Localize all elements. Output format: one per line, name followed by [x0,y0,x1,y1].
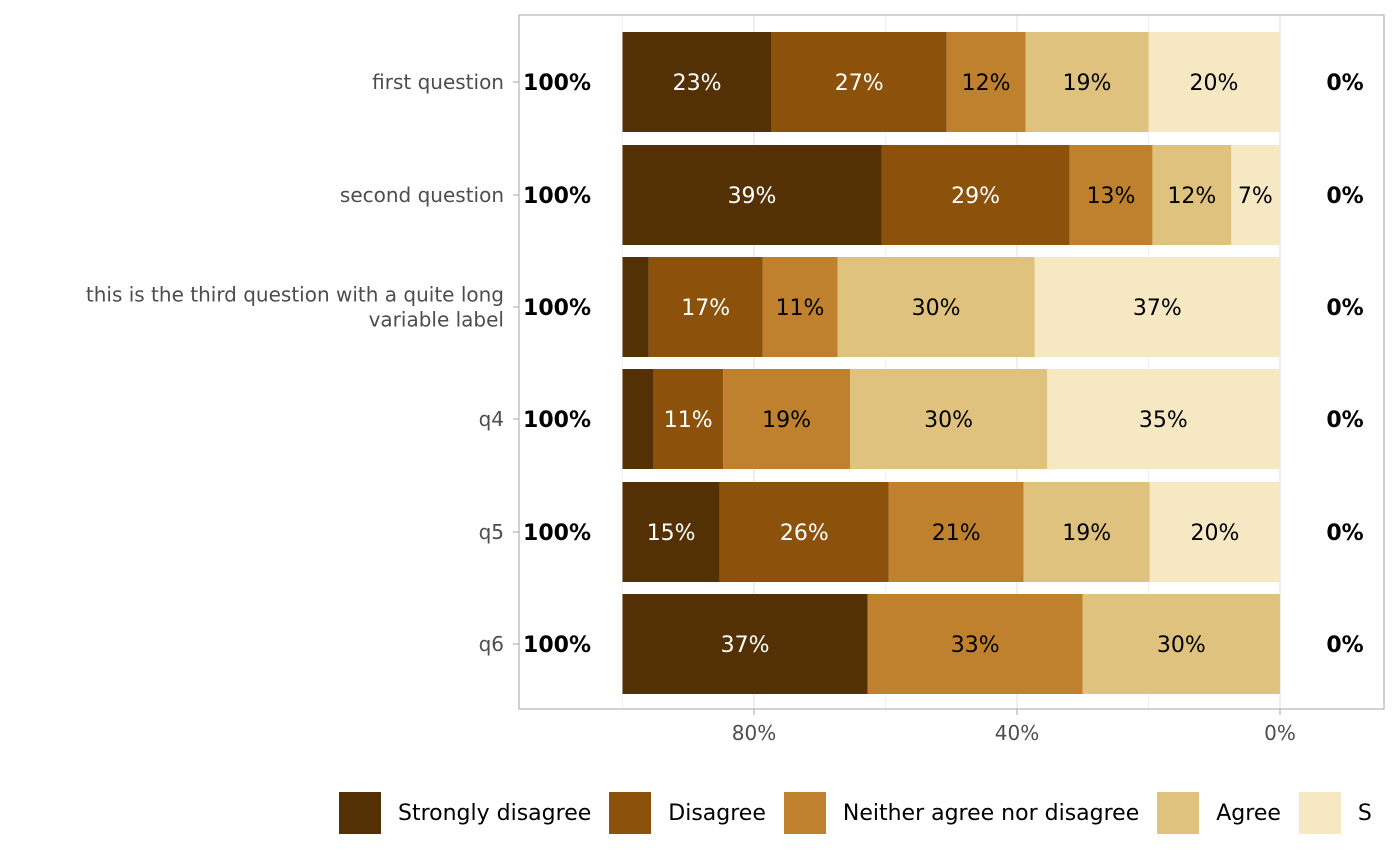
bar-segment [1148,32,1280,132]
right-total-label: 0% [1326,408,1363,433]
bar-value-label: 26% [780,521,829,546]
bar-segment [622,32,772,132]
y-tick-label: q4 [479,407,504,431]
bar-value-label: 11% [664,408,713,433]
bar-segment [867,594,1083,694]
bar-segment [1082,594,1280,694]
bar-segment [849,369,1048,469]
bar-segment [762,257,838,357]
bar-segment [719,482,889,582]
x-tick-label: 80% [732,721,776,745]
legend-label: Neither agree nor disagree [842,800,1140,826]
panel-border [518,14,1385,710]
bar-value-label: 7% [1238,184,1273,209]
bar-segment [946,32,1026,132]
bar-value-label: 20% [1190,521,1239,546]
legend-swatch [609,792,652,834]
bar-value-label: 37% [721,633,770,658]
bar-segment [723,369,850,469]
bar-value-label: 12% [1167,184,1216,209]
bar-value-label: 13% [1087,184,1136,209]
bar-value-label: 37% [1133,296,1182,321]
bar-segment [1025,32,1149,132]
bar-segment [1047,369,1280,469]
x-tick-label: 40% [995,721,1039,745]
bar-value-label: 35% [1139,408,1188,433]
bar-value-label: 11% [776,296,825,321]
bar-segment [888,482,1024,582]
bar-segment [622,369,654,469]
legend-label: S [1357,800,1372,826]
legend-item: Neither agree nor disagree [783,792,1140,834]
bar-segment [1069,145,1153,245]
right-total-label: 0% [1326,633,1363,658]
left-total-label: 100% [523,633,591,658]
bar-segment [1149,482,1280,582]
y-tick-label: second question [340,183,504,207]
bar-value-label: 29% [951,184,1000,209]
right-total-label: 0% [1326,184,1363,209]
bar-segment [622,594,868,694]
bar-segment [1023,482,1150,582]
left-total-label: 100% [523,296,591,321]
right-total-label: 0% [1326,296,1363,321]
bar-value-label: 12% [962,71,1011,96]
left-total-label: 100% [523,184,591,209]
y-tick-label: q6 [479,632,504,656]
bar-segment [837,257,1035,357]
y-tick-label: first question [372,70,504,94]
bar-segment [771,32,947,132]
legend-swatch [783,792,826,834]
bar-segment [622,482,720,582]
bar-value-label: 19% [1062,521,1111,546]
bar-segment [648,257,763,357]
y-tick-label: q5 [479,520,504,544]
bar-value-label: 33% [951,633,1000,658]
bar-value-label: 19% [1063,71,1112,96]
bar-value-label: 27% [835,71,884,96]
legend-swatch [1157,792,1200,834]
bar-value-label: 39% [728,184,777,209]
bar-segment [622,145,882,245]
bar-value-label: 19% [762,408,811,433]
bar-segment [622,257,649,357]
legend-swatch [1298,792,1341,834]
left-total-label: 100% [523,408,591,433]
right-total-label: 0% [1326,521,1363,546]
legend-item: Disagree [609,792,766,834]
bar-value-label: 21% [932,521,981,546]
bar-value-label: 17% [681,296,730,321]
bar-segment [653,369,724,469]
axes: first question 100% 0% second question 100% 0… [86,70,1364,745]
legend-label: Agree [1216,800,1281,826]
bar-value-label: 15% [647,521,696,546]
y-tick-label: this is the third question with a quite … [86,283,504,332]
legend-item: Strongly disagree [339,792,591,834]
bars [622,32,1280,694]
bar-value-label: 20% [1189,71,1238,96]
left-total-label: 100% [523,521,591,546]
legend-item: Agree [1157,792,1281,834]
x-tick-label: 0% [1264,721,1296,745]
bar-value-label: 30% [912,296,961,321]
legend-swatch [339,792,381,834]
bar-segment [1152,145,1232,245]
legend-item: S [1298,792,1372,834]
bar-segment [1231,145,1280,245]
bar-segment [881,145,1070,245]
right-total-label: 0% [1326,71,1363,96]
legend-label: Strongly disagree [398,800,592,826]
bar-value-label: 30% [1157,633,1206,658]
left-total-label: 100% [523,71,591,96]
bar-labels: 23% 27% 12% 19% 20% 39% 29% 13% 12% 7% 17% 11% 30% 37… [647,71,1273,658]
bar-value-label: 30% [924,408,973,433]
legend-label: Disagree [668,800,766,826]
legend: Strongly disagree Disagree Neither agree n… [339,792,1390,834]
bar-value-label: 23% [673,71,722,96]
bar-segment [1034,257,1280,357]
